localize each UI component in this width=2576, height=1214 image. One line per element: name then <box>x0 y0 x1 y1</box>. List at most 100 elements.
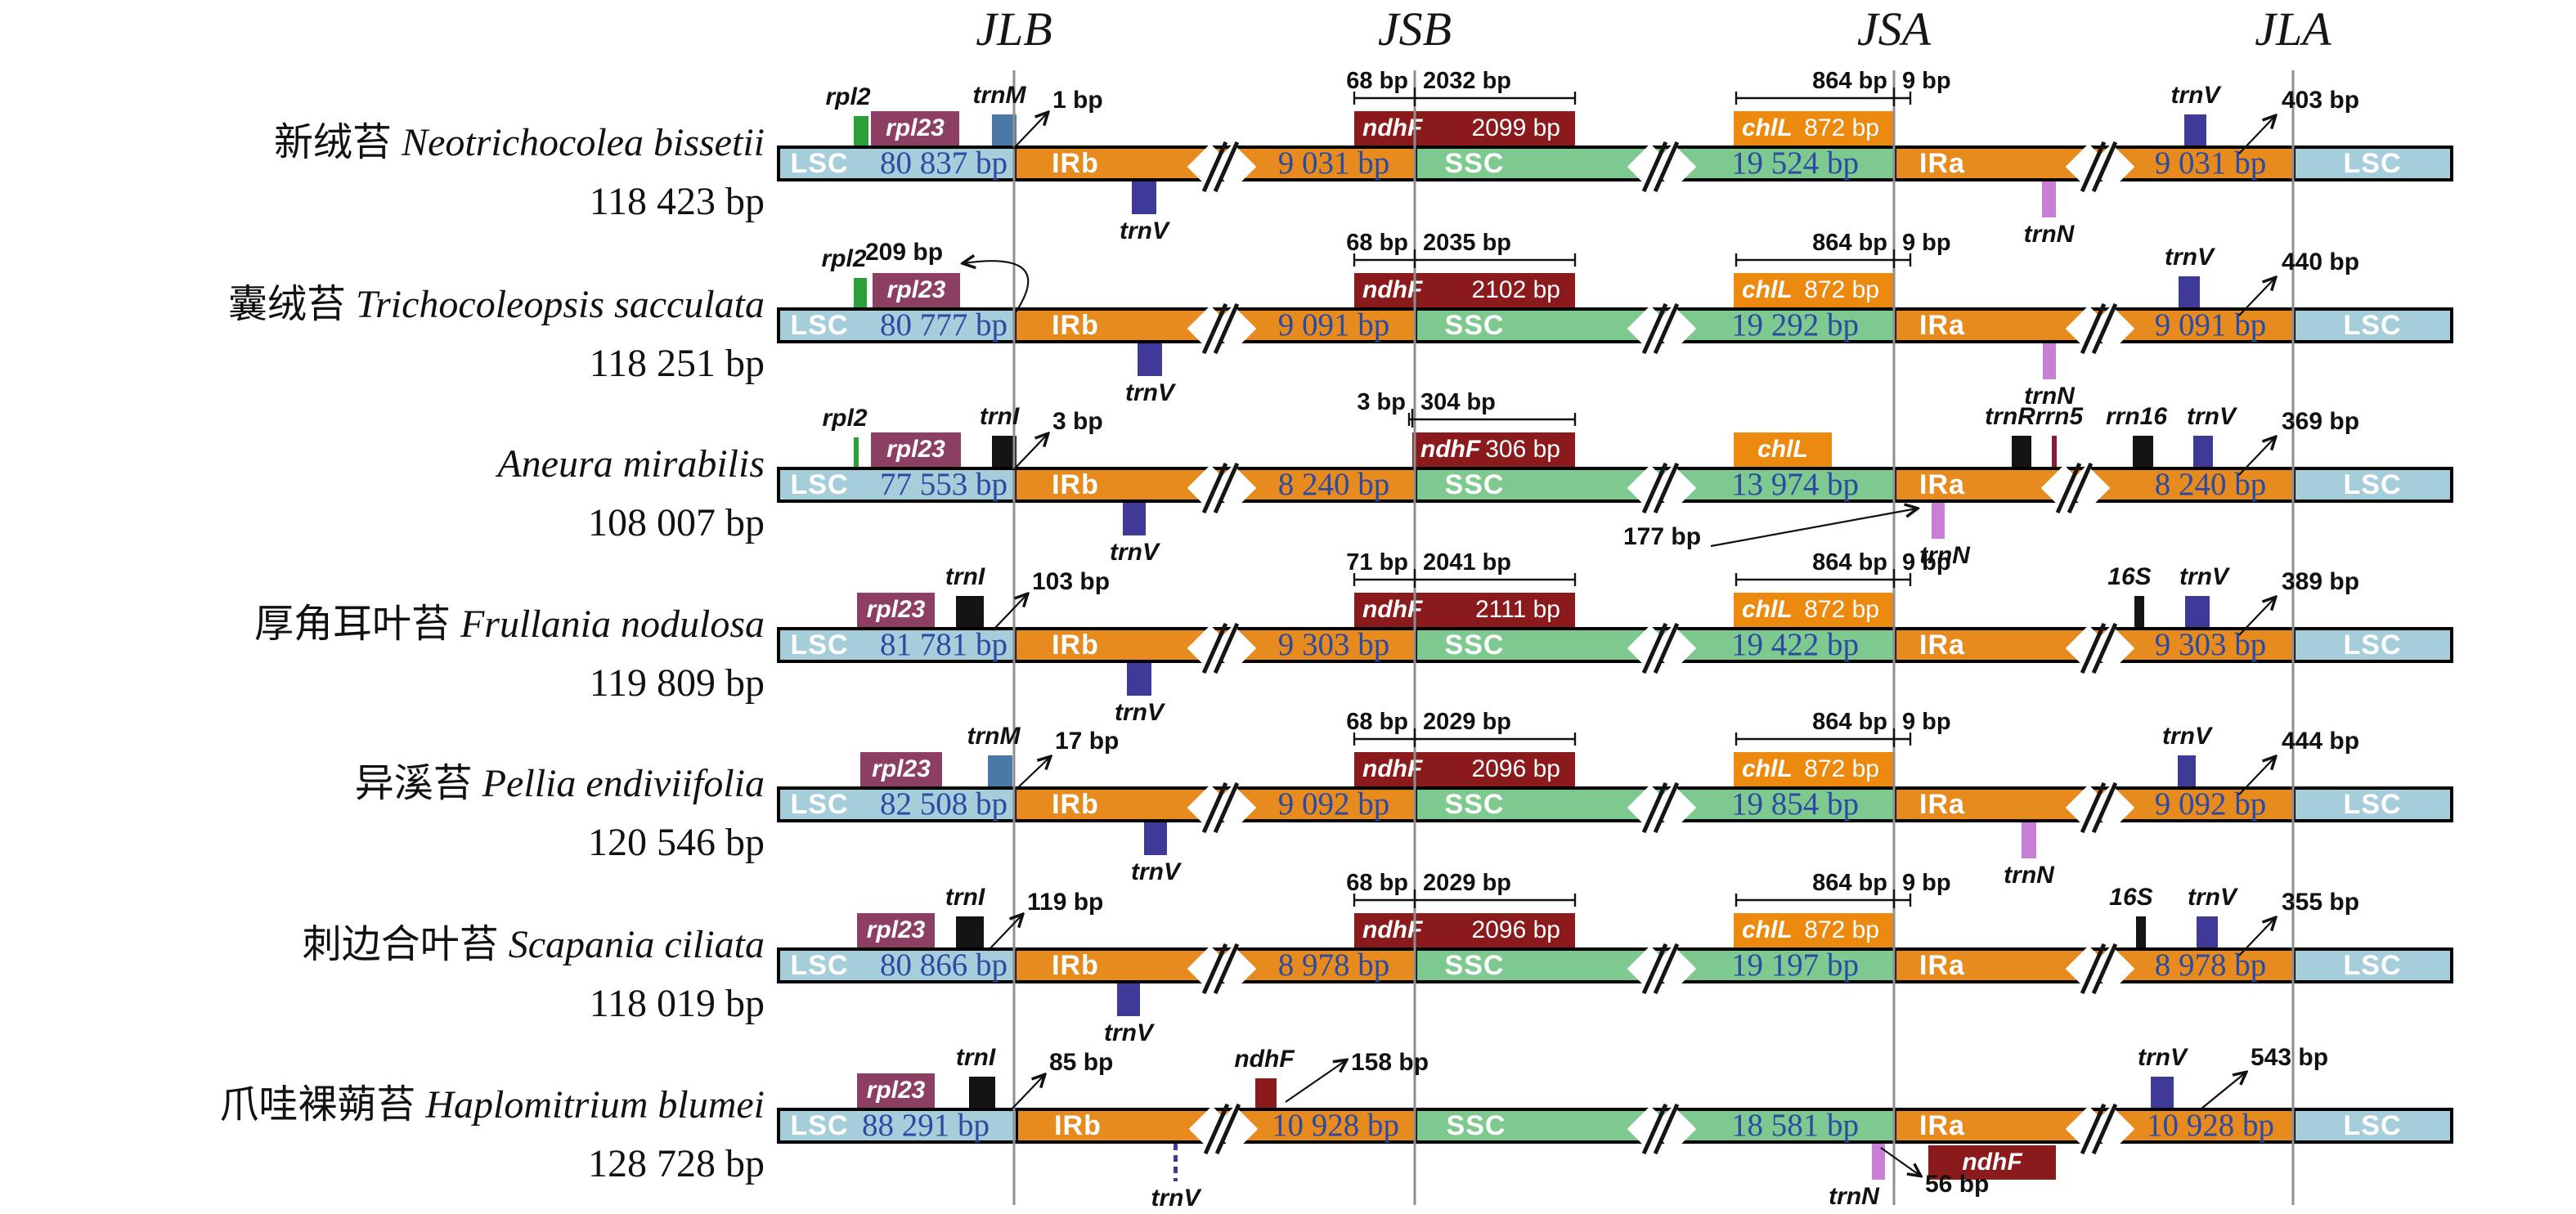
region-size: 9 303 bp <box>1277 627 1390 662</box>
gene-16S-label: 16S <box>2109 884 2153 911</box>
gene-chlL-box: chlL 872 bp <box>1734 593 1894 627</box>
gene-trnN-label: trnN <box>1919 542 1970 569</box>
gene-trnV-label: trnV <box>2179 563 2228 590</box>
gene-chlL-box: chlL 872 bp <box>1734 913 1894 947</box>
region-label-lsc: LSC <box>790 1110 849 1141</box>
segment-irb: IRb 9 303 bp <box>1014 622 1415 674</box>
segment-irb: IRb 8 978 bp <box>1014 943 1415 995</box>
region-label-ira: IRa <box>1919 469 1965 500</box>
segment-ssc: SSC 19 292 bp <box>1415 302 1894 355</box>
gene-trnV-label: trnV <box>2165 244 2214 271</box>
region-label-lsc: LSC <box>790 789 849 820</box>
region-label-ssc: SSC <box>1446 1110 1506 1141</box>
segment-lsc: LSC 81 781 bp <box>777 627 1014 663</box>
segment-ssc: SSC 19 854 bp <box>1415 782 1894 834</box>
region-label-ssc: SSC <box>1444 310 1505 341</box>
species-name: 厚角耳叶苔 Frullania nodulosa <box>0 603 765 647</box>
gene-rpl23-marker: rpl23 <box>871 432 961 467</box>
region-label-lsc: LSC <box>2343 1110 2402 1141</box>
region-label-ira: IRa <box>1919 1110 1965 1141</box>
region-label-lsc: LSC <box>790 148 849 179</box>
region-label-lsc: LSC <box>2343 950 2402 981</box>
gene-trnN-marker <box>2022 822 2036 858</box>
species-name: 新绒苔 Neotrichocolea bissetii <box>0 121 765 165</box>
callout-arrow <box>1880 1147 1920 1176</box>
length-callout: 56 bp <box>1925 1171 1990 1198</box>
gene-trnV-label: trnV <box>1125 379 1174 406</box>
region-size: 9 303 bp <box>2154 627 2267 662</box>
length-callout: 389 bp <box>2282 568 2360 595</box>
gene-ndhF-box: ndhF <box>1928 1145 2056 1180</box>
species-name-latin: Neotrichocolea bissetii <box>402 121 765 164</box>
sequence-break <box>1627 943 1697 995</box>
region-size: 8 240 bp <box>2154 467 2267 502</box>
callout-arrow <box>987 915 1022 952</box>
junction-label-jlb: JLB <box>976 2 1052 56</box>
gene-chlL-box: chlL 872 bp <box>1734 752 1894 786</box>
gene-ndhF-label: ndhF <box>1362 916 1423 943</box>
gene-chlL-box: chlL 872 bp <box>1734 111 1894 146</box>
callout-arrow-curved <box>963 261 1030 313</box>
sequence-break <box>1627 1103 1697 1155</box>
measure-left-label: 71 bp <box>1346 549 1408 576</box>
region-label-lsc: LSC <box>790 950 849 981</box>
gene-trnI-label: trnI <box>945 884 985 911</box>
gene-trnN-label: trnN <box>2023 221 2075 248</box>
species-genome-size: 108 007 bp <box>588 501 765 544</box>
region-label-ssc: SSC <box>1444 789 1505 820</box>
region-size: 8 978 bp <box>2154 947 2267 983</box>
gene-rpl2-label: rpl2 <box>821 245 867 272</box>
region-label-lsc: LSC <box>790 469 849 500</box>
measure-right-label: 2032 bp <box>1423 68 1511 94</box>
species-genome-size: 118 423 bp <box>589 180 765 223</box>
segment-ssc: SSC 19 422 bp <box>1415 622 1894 674</box>
region-label-lsc: LSC <box>790 629 849 661</box>
gene-ndhF-box: ndhF 306 bp <box>1412 432 1575 467</box>
region-size: 19 197 bp <box>1731 947 1859 983</box>
measure-left-label: 3 bp <box>1357 389 1406 415</box>
length-callout: 543 bp <box>2251 1044 2329 1071</box>
gene-chlL-label: chlL <box>1742 755 1793 782</box>
region-label-ira: IRa <box>1919 629 1965 661</box>
sequence-break <box>2040 462 2111 514</box>
region-label-ira: IRa <box>1919 789 1965 820</box>
region-size: 9 031 bp <box>1277 146 1390 181</box>
length-callout: 369 bp <box>2282 408 2360 435</box>
region-size: 19 524 bp <box>1731 146 1859 181</box>
sequence-break <box>1627 141 1697 193</box>
gene-ndhF-label: ndhF <box>1362 755 1423 782</box>
gene-trnV-label: trnV <box>2187 403 2236 430</box>
segment-ssc: SSC 19 197 bp <box>1415 943 1894 995</box>
gene-ndhF-label: ndhF <box>1362 276 1423 303</box>
gene-rpl23-marker: rpl23 <box>857 913 935 947</box>
sequence-break <box>2065 1103 2135 1155</box>
gene-rpl23-marker: rpl23 <box>857 593 935 627</box>
length-callout: 1 bp <box>1052 87 1103 114</box>
gene-rpl23-label: rpl23 <box>886 436 945 463</box>
gene-trnV-marker <box>1144 822 1167 855</box>
region-size: 9 092 bp <box>1277 786 1390 822</box>
sequence-break <box>1627 622 1697 674</box>
callout-arrow <box>1009 1075 1044 1112</box>
region-label-ira: IRa <box>1919 950 1965 981</box>
gene-rpl23-marker: rpl23 <box>873 273 960 307</box>
region-size: 8 978 bp <box>1277 947 1390 983</box>
length-callout: 158 bp <box>1351 1049 1429 1076</box>
gene-rrn16-label: rrn16 <box>2105 403 2168 430</box>
gene-ndhF-size: 2099 bp <box>1471 114 1560 141</box>
measure-right-label: 9 bp <box>1902 68 1951 94</box>
callout-arrow <box>1012 434 1048 471</box>
sequence-break <box>1187 302 1257 355</box>
segment-lsc: LSC <box>2293 146 2453 181</box>
gene-chlL-label: chlL <box>1742 596 1793 623</box>
region-size: 18 581 bp <box>1731 1108 1859 1143</box>
gene-ndhF-box: ndhF 2096 bp <box>1354 752 1575 786</box>
sequence-break <box>2065 943 2135 995</box>
length-callout: 17 bp <box>1055 728 1120 755</box>
species-name-latin: Trichocoleopsis sacculata <box>356 283 765 326</box>
region-label-irb: IRb <box>1052 950 1099 981</box>
gene-ndhF-label: ndhF <box>1234 1046 1295 1073</box>
sequence-break <box>1627 782 1697 834</box>
gene-chlL-label: chlL <box>1742 276 1793 303</box>
gene-chlL-size: 872 bp <box>1804 114 1879 141</box>
